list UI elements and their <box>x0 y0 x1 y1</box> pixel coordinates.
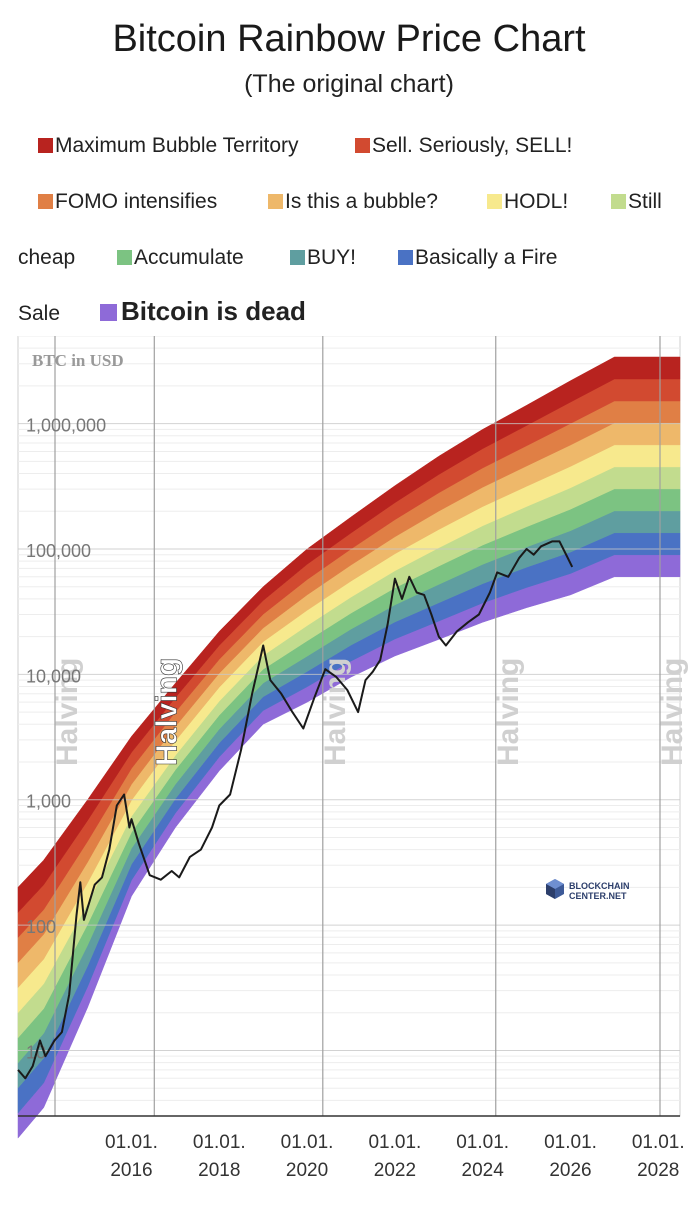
legend-item-fomo: FOMO intensifies <box>38 190 217 214</box>
y-axis-label: BTC in USD <box>32 351 124 370</box>
halving-markers: Halving Halving Halving Halving Halving <box>51 336 689 1116</box>
x-tick-label: 2016 <box>110 1160 152 1181</box>
cube-icon <box>546 879 564 899</box>
x-tick-label: 2028 <box>637 1160 679 1181</box>
x-tick-label: 01.01. <box>368 1132 421 1153</box>
legend-label: BUY! <box>307 246 357 269</box>
chart-subtitle: (The original chart) <box>244 70 454 98</box>
legend-swatch <box>100 304 117 321</box>
legend-item-maximum-bubble-territory: Maximum Bubble Territory <box>38 134 299 158</box>
legend-swatch <box>355 138 370 153</box>
x-tick-label: 01.01. <box>456 1132 509 1153</box>
legend-item-hodl: HODL! <box>487 190 568 214</box>
x-tick-label: 2026 <box>549 1160 591 1181</box>
legend-label: FOMO intensifies <box>55 190 218 213</box>
legend-item-still-cheap: Still <box>611 190 662 214</box>
legend-swatch <box>38 194 53 209</box>
legend-swatch <box>487 194 502 209</box>
x-tick-label: 01.01. <box>544 1132 597 1153</box>
legend-label: Accumulate <box>134 246 244 269</box>
legend-swatch <box>38 138 53 153</box>
legend-label: Still <box>628 190 662 213</box>
legend-swatch <box>290 250 305 265</box>
legend-label: Basically a Fire <box>415 246 558 269</box>
x-tick-label: 2018 <box>198 1160 240 1181</box>
legend-item-fire-sale-cont: Sale <box>18 302 60 326</box>
rainbow-band-maximum-bubble-territory <box>17 356 681 914</box>
rainbow-chart: Halving Halving Halving Halving Halving 10 10… <box>0 335 698 1200</box>
halving-label: Halving <box>492 658 525 766</box>
logo-line1: BLOCKCHAIN <box>569 881 630 891</box>
x-tick-label: 2020 <box>286 1160 328 1181</box>
legend-label: Maximum Bubble Territory <box>55 134 299 157</box>
y-tick-label: 1,000 <box>26 792 71 812</box>
y-tick-label: 100 <box>26 917 56 937</box>
x-tick-label: 2024 <box>462 1160 505 1181</box>
legend-label: Bitcoin is dead <box>121 296 306 326</box>
legend-label: cheap <box>18 246 76 269</box>
legend-item-accumulate: Accumulate <box>117 246 244 270</box>
halving-label: Halving <box>656 658 689 766</box>
x-tick-label: 2022 <box>374 1160 416 1181</box>
y-tick-label: 1,000,000 <box>26 416 106 436</box>
legend-item-sell: Sell. Seriously, SELL! <box>355 134 572 158</box>
legend-item-bubble: Is this a bubble? <box>268 190 438 214</box>
halving-label: Halving <box>150 658 183 766</box>
halving-label: Halving <box>51 658 84 766</box>
legend-swatch <box>268 194 283 209</box>
chart-title: Bitcoin Rainbow Price Chart <box>112 18 586 60</box>
legend-item-buy: BUY! <box>290 246 356 270</box>
legend-item-bitcoin-dead: Bitcoin is dead <box>100 296 306 327</box>
major-grid <box>18 423 680 1051</box>
legend-label: Is this a bubble? <box>285 190 438 213</box>
legend-item-still-cheap-cont: cheap <box>18 246 75 270</box>
y-tick-label: 10,000 <box>26 666 81 686</box>
legend-label: HODL! <box>504 190 569 213</box>
chart-svg: Halving Halving Halving Halving Halving 1010… <box>17 335 689 1181</box>
legend-swatch <box>117 250 132 265</box>
x-tick-label: 01.01. <box>105 1132 158 1153</box>
x-tick-label: 01.01. <box>193 1132 246 1153</box>
blockchaincenter-logo: BLOCKCHAIN CENTER.NET <box>546 879 630 901</box>
logo-line2: CENTER.NET <box>569 891 627 901</box>
price-line <box>17 540 574 1080</box>
legend-label: Sell. Seriously, SELL! <box>372 134 573 157</box>
y-tick-label: 100,000 <box>26 541 91 561</box>
legend-swatch <box>398 250 413 265</box>
x-tick-label: 01.01. <box>281 1132 334 1153</box>
legend-label: Sale <box>18 302 61 325</box>
rainbow-bands <box>17 356 681 1139</box>
legend-item-fire-sale: Basically a Fire <box>398 246 557 270</box>
x-axis-ticks: 01.01. 2016 01.01. 2018 01.01. 2020 01.01. 2022… <box>105 1132 685 1181</box>
price-line-group <box>17 540 574 1080</box>
x-tick-label: 01.01. <box>632 1132 685 1153</box>
legend-swatch <box>611 194 626 209</box>
